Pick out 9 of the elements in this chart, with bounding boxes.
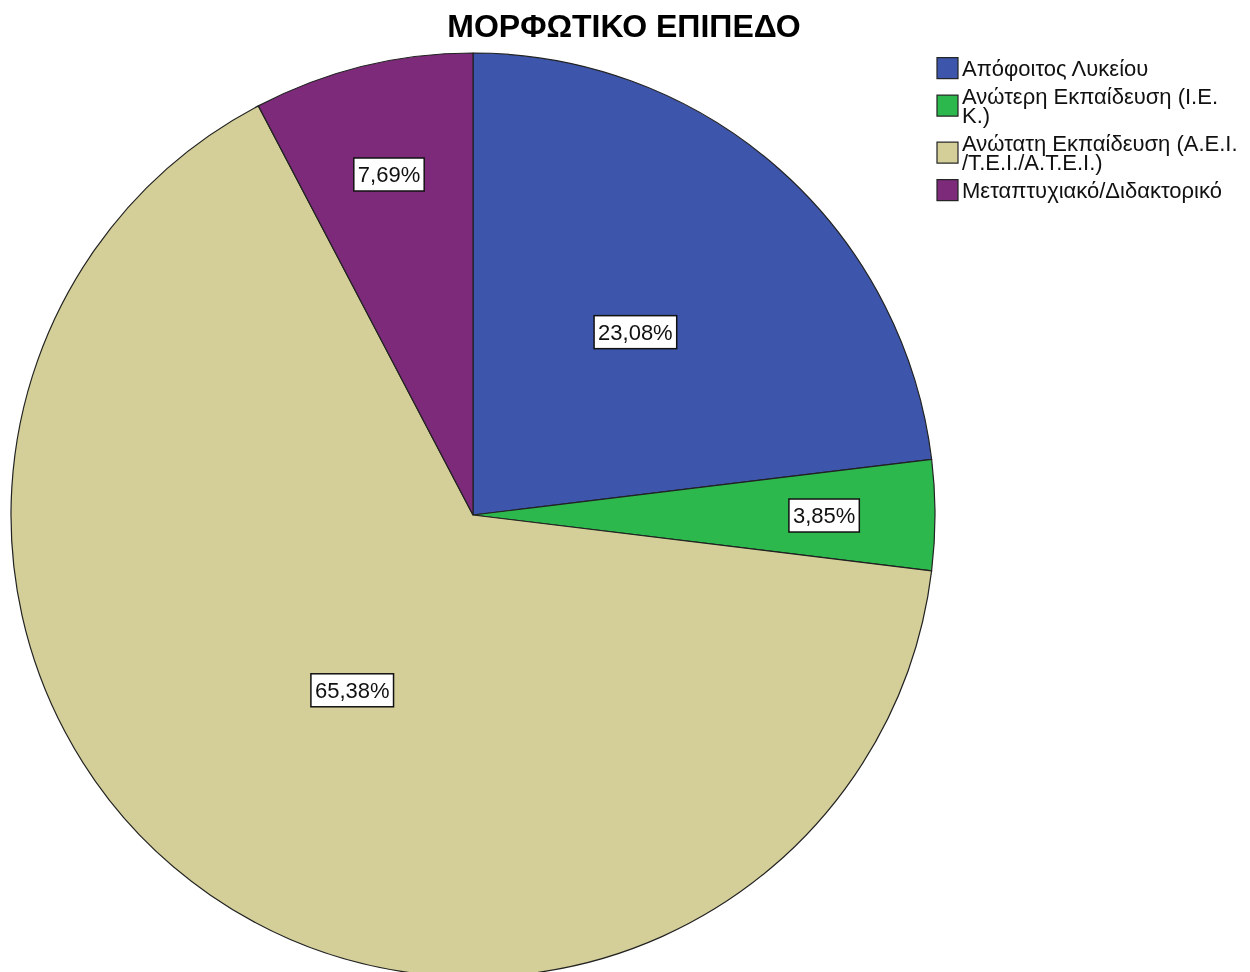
data-label: 3,85% (792, 503, 856, 529)
data-label: 23,08% (598, 319, 673, 345)
legend-label: Ανώτερη Εκπαίδευση (Ι.Ε.Κ.) (962, 84, 1218, 128)
legend-label: Μεταπτυχιακό/Διδακτορικό (962, 178, 1222, 203)
legend-label: Ανώτατη Εκπαίδευση (Α.Ε.Ι./Τ.Ε.Ι./Α.Τ.Ε.Ι.) (962, 131, 1238, 175)
data-label: 7,69% (357, 162, 421, 187)
chart-title: ΜΟΡΦΩΤΙΚΟ ΕΠΙΠΕΔΟ (447, 8, 801, 44)
legend-label: Απόφοιτος Λυκείου (962, 56, 1149, 81)
data-label: 65,38% (314, 677, 390, 703)
